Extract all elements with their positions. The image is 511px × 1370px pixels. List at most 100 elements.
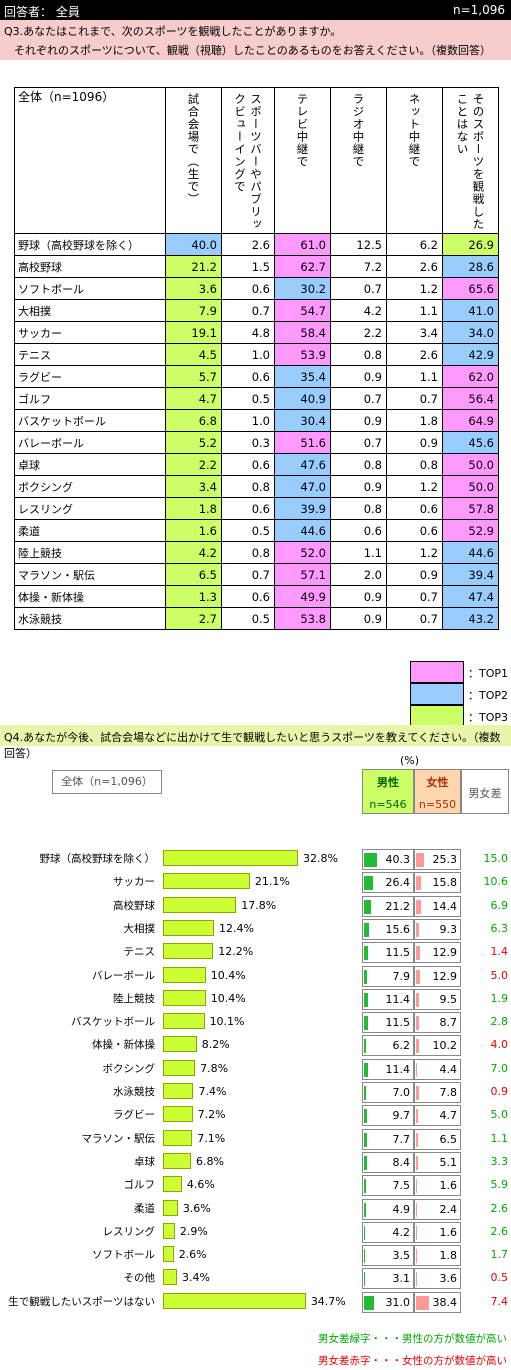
q3-cell: 39.9 [274,497,331,520]
female-cell: 7.8 [414,1082,461,1103]
q3-cell: 6.2 [386,233,443,256]
q3-row-label: ボクシング [14,475,166,498]
total-value: 6.8% [195,1154,224,1168]
q3-cell: 3.4 [386,321,443,344]
female-value: 3.6 [439,1272,458,1286]
total-bar [163,1059,196,1076]
female-value: 38.4 [432,1295,458,1309]
female-value: 12.9 [432,969,458,983]
diff-value: 6.3 [490,921,509,935]
total-bar [163,1292,306,1309]
category-label: 大相撲 [123,922,156,935]
q3-cell: 62.0 [442,365,499,388]
q3-cell: 1.2 [386,277,443,300]
male-cell: 8.4 [362,1151,414,1173]
q3-cell: 47.4 [442,585,499,608]
male-cell: 15.6 [362,918,414,940]
male-cell: 7.5 [362,1175,414,1197]
female-cell: 14.4 [414,895,461,917]
diff-value: 3.3 [490,1154,509,1168]
category-label: ボクシング [102,1062,156,1075]
q3-cell: 1.2 [386,475,443,498]
legend-label: ：TOP3 [468,711,509,724]
q4-question-text: Q4.あなたが今後、試合会場などに出かけて生で観戦したいと思うスポーツを教えてく… [4,731,501,760]
q3-row-label: 高校野球 [14,255,166,278]
male-cell: 31.0 [362,1291,414,1313]
q3-cell: 4.2 [330,299,387,322]
total-value: 2.6% [178,1248,207,1262]
diff-value: 4.0 [490,1038,509,1052]
q3-cell: 0.6 [221,365,275,388]
note-green: 男女差緑字・・・男性の方が数値が高い [318,1333,507,1345]
female-value: 25.3 [432,853,458,866]
legend-label: ：TOP2 [468,689,509,702]
q3-cell: 50.0 [442,453,499,476]
q3-cell: 62.7 [274,255,331,278]
q3-cell: 0.6 [330,519,387,542]
female-bar [416,1295,429,1310]
q3-table-row: バスケットボール 6.8 1.0 30.4 0.9 1.8 64.9 [14,409,499,432]
female-value: 5.1 [439,1155,458,1169]
q3-table: 全体（n=1096） 試合会場で（生で） スポーツバーやパブリックビューイングでテ… [14,87,499,630]
category-label: バスケットボール [71,1016,155,1029]
total-bar [163,1013,205,1030]
q3-cell: 1.1 [330,541,387,564]
category-label: 柔道 [134,1202,155,1215]
total-bar [163,1176,182,1193]
diff-value: 0.5 [490,1271,509,1285]
q3-cell: 0.9 [330,607,387,630]
male-cell: 3.1 [362,1268,414,1290]
q3-row-label: 陸上競技 [14,541,166,564]
female-bar [416,1155,418,1170]
total-value: 10.4% [210,968,246,982]
total-value: 3.4% [181,1271,210,1285]
q3-cell: 0.9 [330,475,387,498]
male-cell: 26.4 [362,872,414,894]
category-label: ソフトボール [92,1249,155,1262]
male-cell: 11.4 [362,988,414,1010]
unit-label: (%) [400,754,420,767]
q3-cell: 0.7 [386,585,443,608]
q3-cell: 53.9 [274,343,331,366]
q3-cell: 0.6 [386,497,443,520]
male-value: 4.2 [392,1225,411,1239]
male-bar [364,1202,366,1217]
q3-cell: 57.8 [442,497,499,520]
category-label: サッカー [113,876,155,889]
q3-cell: 2.0 [330,563,387,586]
male-cell: 11.5 [362,942,414,964]
respondents-label: 回答者： 全員 [4,5,80,19]
female-value: 7.8 [439,1086,458,1099]
q3-cell: 2.6 [221,233,275,256]
diff-value: 1.9 [490,991,509,1005]
total-bar [163,966,206,983]
diff-value: 2.6 [490,1224,509,1238]
diff-value: 5.0 [490,968,509,982]
q3-cell: 43.2 [442,607,499,630]
category-label: 高校野球 [113,899,155,912]
q3-cell: 50.0 [442,475,499,498]
category-label: ラグビー [113,1109,155,1122]
q3-cell: 34.0 [442,321,499,344]
category-label: その他 [123,1272,156,1285]
q3-cell: 0.7 [330,387,387,410]
female-cell: 4.4 [414,1058,461,1080]
male-bar [364,1039,367,1054]
q3-cell: 3.6 [165,277,222,300]
male-header-label: 男性 [377,776,399,789]
q3-row-label: バレーボール [14,431,166,454]
q3-table-row: 水泳競技 2.7 0.5 53.8 0.9 0.7 43.2 [14,607,499,630]
female-cell: 38.4 [414,1291,461,1313]
q3-cell: 40.0 [165,233,222,256]
female-bar [416,1132,419,1147]
q3-cell: 1.3 [165,585,222,608]
female-cell: 9.3 [414,918,461,940]
female-value: 10.2 [432,1039,458,1053]
q3-cell: 0.9 [330,585,387,608]
total-value: 10.4% [210,991,246,1005]
female-cell: 10.2 [414,1035,461,1057]
q3-column-header-text: ラジオ中継で [351,93,366,168]
female-bar [416,1249,417,1264]
female-bar [416,969,421,984]
q3-cell: 0.7 [386,387,443,410]
